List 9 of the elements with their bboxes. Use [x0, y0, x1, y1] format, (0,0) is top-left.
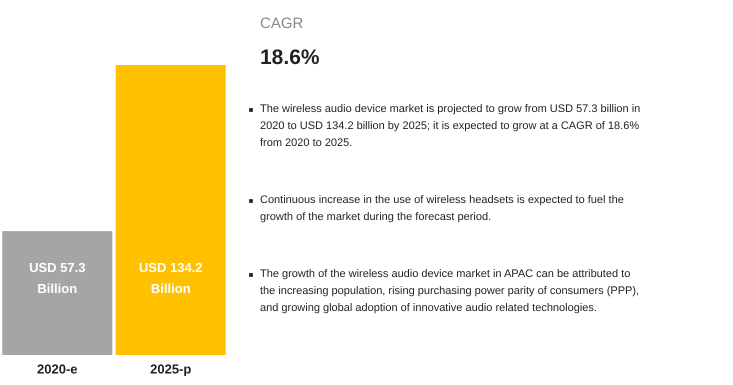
text: Continuous increase in the use of wireless headsets is expected to fuel the growth of the market during the forecast period.	[260, 194, 624, 223]
x-tick-label: 2020-e	[37, 362, 78, 376]
text: 18.6%	[260, 46, 320, 69]
x-tick-label: 2025-p	[150, 362, 192, 376]
data-label: USD 57.3 Billion	[29, 260, 86, 296]
text: CAGR	[260, 15, 304, 32]
text: The growth of the wireless audio device market in APAC can be attributed to the increasing population, rising purchasing power parity of consumers (PPP), and growing global adoption of innovative audio related technologies.	[260, 268, 640, 314]
text: The wireless audio device market is projected to grow from USD 57.3 billion in 2020 to USD 134.2 billion by 2025; it is expected to grow at a CAGR of 18.6% from 2020 to 2025.	[260, 103, 640, 149]
data-label: USD 134.2 Billion	[138, 260, 203, 296]
